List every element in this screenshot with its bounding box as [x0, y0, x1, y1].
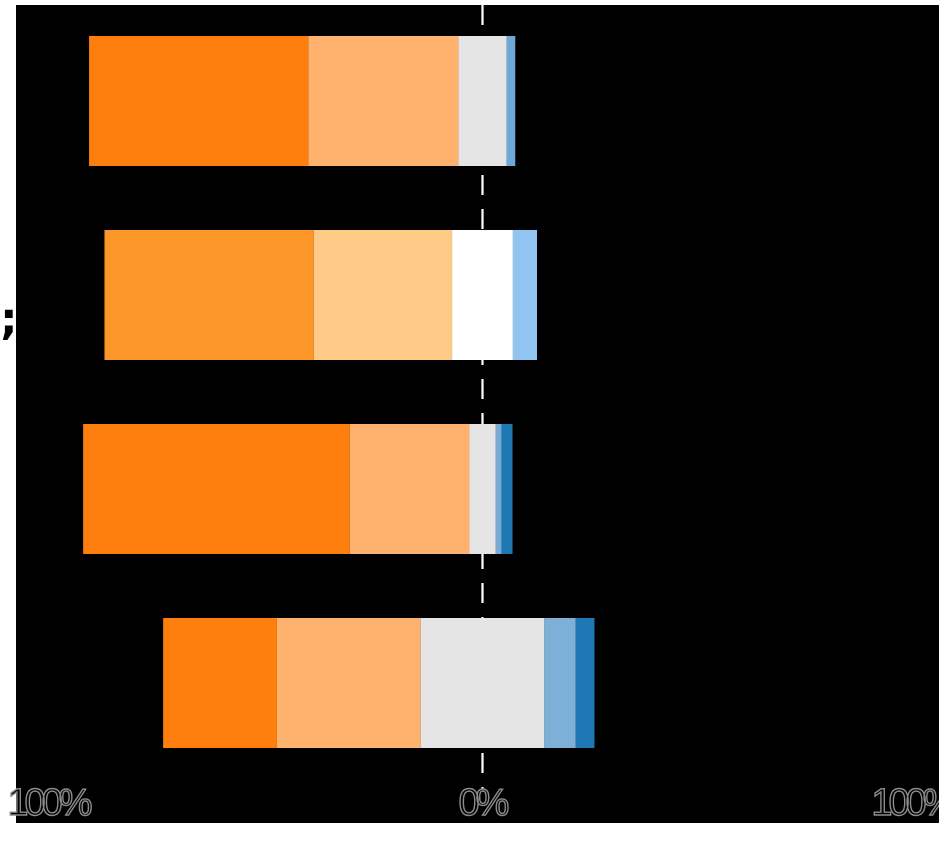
bar-2	[104, 230, 537, 360]
bar-4-segment-2	[276, 618, 421, 748]
bar-2-segment-3	[452, 230, 513, 360]
bar-4-segment-3	[420, 618, 545, 748]
bar-3-segment-1	[83, 424, 350, 554]
x-tick-label-2: 0%	[459, 782, 509, 824]
bar-3-segment-2	[349, 424, 470, 554]
bar-2-segment-1	[104, 230, 314, 360]
bar-3-segment-4	[495, 424, 502, 554]
bar-4	[163, 618, 595, 748]
bar-4-segment-4	[544, 618, 576, 748]
bar-4-segment-1	[163, 618, 277, 748]
bar-1-segment-3	[458, 36, 507, 166]
bar-3-segment-3	[469, 424, 496, 554]
bar-1-segment-2	[308, 36, 459, 166]
bar-3	[83, 424, 513, 554]
bar-1-segment-1	[89, 36, 309, 166]
edge-glyph: ;	[0, 294, 18, 345]
bar-1	[89, 36, 516, 166]
bar-1-segment-4	[506, 36, 516, 166]
bars-layer	[83, 36, 595, 748]
bar-2-segment-4	[512, 230, 537, 360]
bar-4-segment-5	[575, 618, 595, 748]
x-tick-label-3: 100%	[871, 782, 939, 824]
bar-2-segment-2	[313, 230, 453, 360]
bar-3-segment-5	[501, 424, 513, 554]
x-axis-tick-labels: 100% 0% 100%	[7, 781, 939, 824]
x-tick-label-1: 100%	[7, 782, 91, 824]
